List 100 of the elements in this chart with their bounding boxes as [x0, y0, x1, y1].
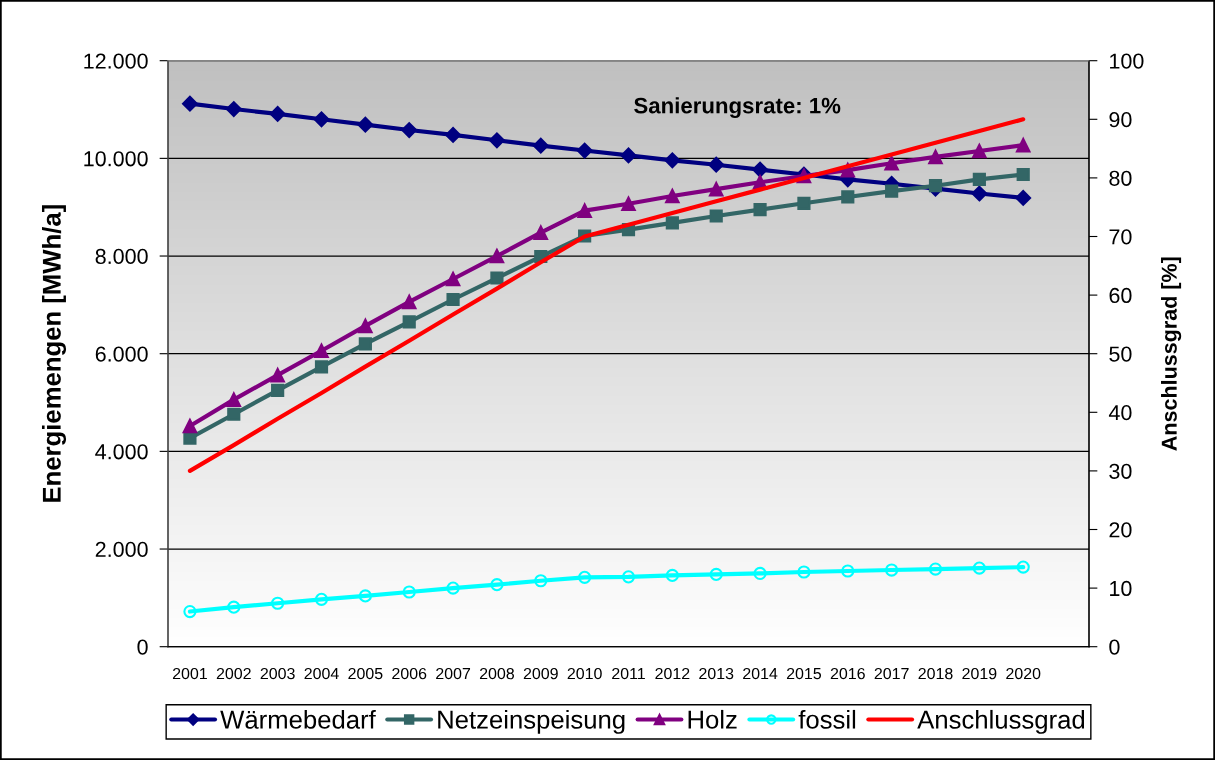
point — [708, 156, 725, 173]
x-tick-label: 2008 — [479, 667, 514, 680]
point — [841, 564, 855, 578]
point — [1015, 190, 1032, 206]
y2-tick-label: 50 — [1109, 346, 1132, 362]
point — [709, 567, 723, 582]
point — [884, 155, 899, 171]
point — [271, 383, 285, 397]
x-tick-label: 2016 — [830, 667, 865, 680]
point — [665, 568, 679, 582]
point — [183, 431, 197, 445]
y2-axis-title: Anschlussgrad [%] — [1161, 257, 1182, 451]
point — [183, 604, 197, 619]
point — [313, 111, 330, 128]
point — [182, 95, 198, 112]
point — [928, 179, 943, 193]
point — [753, 203, 767, 217]
x-tick-label: 2003 — [260, 667, 295, 680]
legend-label: Netzeinspeisung — [438, 709, 625, 734]
point — [227, 600, 241, 614]
y-tick-label: 8.000 — [95, 248, 148, 265]
point — [885, 184, 899, 198]
point — [445, 271, 461, 287]
point — [928, 149, 943, 165]
point — [532, 137, 549, 154]
point — [314, 360, 329, 374]
x-tick-label: 2004 — [304, 667, 339, 680]
point — [314, 343, 329, 359]
point — [227, 407, 241, 421]
point — [490, 578, 504, 592]
point — [971, 185, 988, 202]
y-tick-label: 0 — [137, 639, 148, 655]
point — [753, 566, 767, 581]
point — [358, 589, 372, 603]
point — [314, 592, 329, 606]
x-tick-label: 2018 — [918, 667, 953, 680]
point — [709, 209, 723, 223]
x-tick-label: 2012 — [655, 667, 690, 680]
y2-tick-label: 10 — [1110, 580, 1132, 597]
point — [797, 565, 811, 579]
line-series — [187, 117, 1026, 473]
x-tick-label: 2011 — [612, 667, 645, 680]
point — [1015, 137, 1031, 153]
y-tick-label: 12.000 — [84, 53, 148, 69]
y-tick-label: 10.000 — [84, 151, 148, 167]
point — [269, 106, 286, 122]
point — [576, 142, 593, 159]
point — [972, 143, 987, 159]
point — [490, 271, 504, 285]
point — [578, 570, 592, 584]
y2-tick-label: 40 — [1108, 405, 1132, 421]
y2-tick-label: 70 — [1109, 229, 1132, 245]
point — [620, 147, 637, 164]
point — [797, 196, 811, 210]
point — [534, 574, 548, 588]
x-tick-label: 2002 — [216, 667, 251, 680]
x-tick-label: 2009 — [523, 667, 558, 680]
point — [358, 337, 372, 351]
y-axis-title: Energiemengen [MWh/a] — [41, 205, 67, 502]
point — [489, 248, 505, 264]
y2-tick-label: 20 — [1109, 522, 1132, 538]
point — [401, 294, 417, 310]
y2-tick-label: 90 — [1109, 112, 1132, 128]
point — [1016, 560, 1030, 574]
x-tick-label: 2014 — [743, 667, 778, 680]
point — [533, 225, 549, 240]
x-tick-label: 2017 — [874, 667, 909, 680]
x-tick-label: 2019 — [962, 667, 997, 680]
point — [752, 161, 768, 178]
annotation: Sanierungsrate: 1% — [634, 97, 841, 118]
point — [621, 196, 636, 212]
point — [665, 216, 679, 230]
x-tick-label: 2006 — [392, 667, 427, 680]
point — [270, 367, 285, 383]
y2-tick-label: 0 — [1109, 639, 1120, 655]
point — [446, 581, 460, 595]
point — [1016, 167, 1030, 182]
point — [271, 596, 285, 610]
point — [885, 563, 899, 577]
point — [928, 562, 943, 576]
point — [226, 392, 242, 407]
y-tick-label: 2.000 — [95, 541, 148, 558]
point — [664, 152, 681, 169]
point — [665, 188, 680, 204]
x-tick-label: 2015 — [786, 667, 822, 680]
point — [358, 318, 373, 334]
point — [402, 315, 416, 329]
point — [972, 561, 986, 575]
point — [446, 292, 460, 307]
legend-label: Anschlussgrad — [917, 709, 1085, 734]
y2-tick-label: 80 — [1109, 170, 1132, 186]
point — [577, 203, 592, 218]
x-tick-label: 2013 — [699, 667, 734, 680]
x-tick-label: 2007 — [436, 667, 471, 680]
x-tick-label: 2001 — [172, 667, 207, 680]
point — [445, 127, 461, 143]
point — [708, 181, 724, 197]
point — [841, 190, 855, 204]
x-tick-label: 2005 — [348, 667, 383, 680]
y2-tick-label: 60 — [1109, 287, 1132, 304]
